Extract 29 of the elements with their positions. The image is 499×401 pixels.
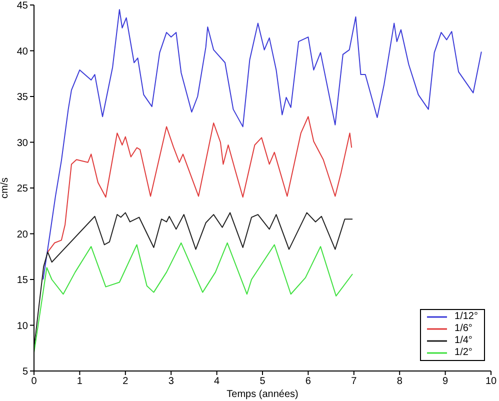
x-tick-label: 1 [76,376,83,388]
y-tick-label: 35 [16,92,28,104]
x-tick-label: 8 [396,376,403,388]
x-tick-label: 5 [260,376,266,388]
y-tick-label: 30 [16,138,28,149]
x-axis-title: Temps (années) [226,389,298,400]
legend-label: 1/2° [454,347,472,359]
y-tick-label: 25 [16,184,28,195]
line-series [42,9,482,280]
x-tick-label: 3 [168,376,174,388]
legend-label: 1/12° [454,311,478,323]
legend-label: 1/4° [454,335,472,347]
legend-label: 1/6° [454,323,472,335]
y-tick-label: 45 [16,0,28,12]
y-tick-label: 10 [16,320,28,332]
line-series [34,242,354,354]
x-tick-label: 4 [214,376,220,388]
y-tick-label: 20 [16,229,28,240]
y-tick-label: 5 [22,366,28,378]
y-axis-title: cm/s [0,177,11,199]
y-tick-label: 40 [16,46,28,58]
x-tick-label: 6 [305,376,312,388]
line-series [47,116,352,253]
x-tick-label: 9 [442,376,449,388]
x-tick-label: 2 [122,376,129,388]
x-tick-label: 10 [485,376,497,388]
x-tick-label: 7 [351,376,358,388]
x-tick-label: 0 [31,376,38,388]
y-tick-label: 15 [16,275,28,286]
